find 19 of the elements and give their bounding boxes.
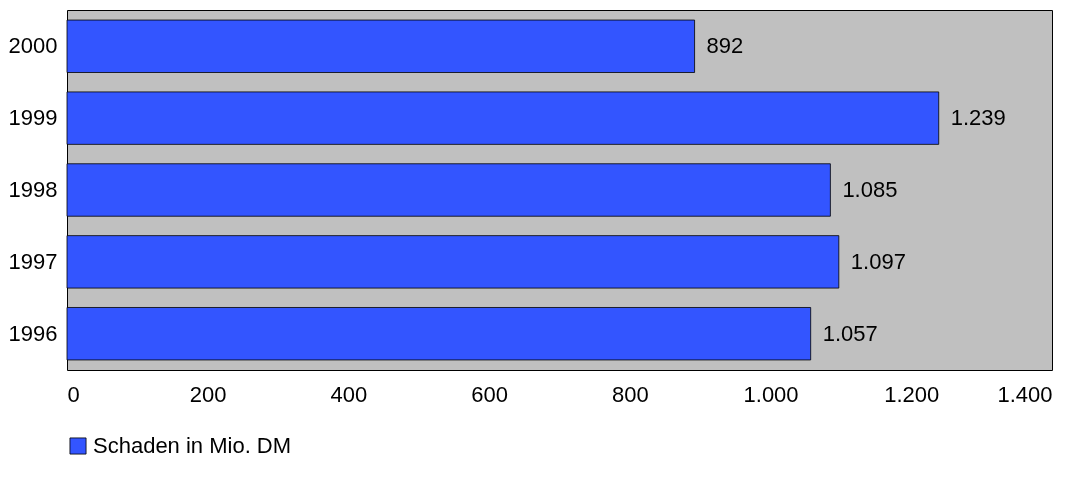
data-label: 1.085 <box>842 177 898 202</box>
data-label: 1.057 <box>822 320 878 346</box>
y-tick-label: 1996 <box>8 320 58 346</box>
x-tick-label: 400 <box>330 381 368 407</box>
x-tick-label: 1.400 <box>997 381 1053 407</box>
x-tick-label: 800 <box>612 381 649 407</box>
x-tick-label: 1.000 <box>743 381 799 407</box>
x-tick-label: 600 <box>471 381 508 407</box>
y-tick-label: 1998 <box>8 177 58 202</box>
y-tick-label: 2000 <box>8 33 58 59</box>
y-tick-label: 1999 <box>8 105 58 131</box>
data-label: 1.239 <box>950 105 1006 131</box>
legend-label: Schaden in Mio. DM <box>93 433 292 458</box>
data-label: 892 <box>706 33 744 59</box>
x-tick-label: 200 <box>189 381 227 407</box>
x-tick-label: 0 <box>67 381 80 407</box>
y-tick-label: 1997 <box>8 248 58 274</box>
data-label: 1.097 <box>850 248 906 274</box>
x-tick-label: 1.200 <box>884 381 940 407</box>
